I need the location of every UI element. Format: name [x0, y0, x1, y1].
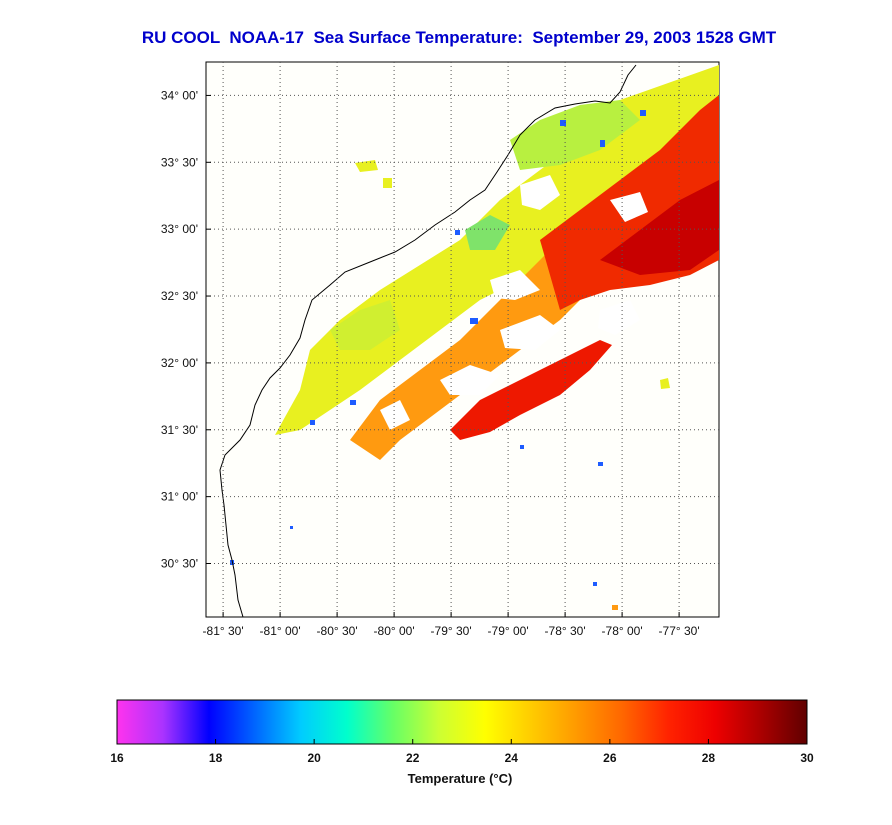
chart-title: RU COOL NOAA-17 Sea Surface Temperature:… [141, 28, 777, 47]
coastline [219, 64, 637, 618]
lon-tick-label: -81° 30' [203, 624, 244, 638]
lat-tick-label: 31° 00' [161, 490, 198, 504]
lat-tick-label: 32° 30' [161, 289, 198, 303]
lon-tick-label: -77° 30' [659, 624, 700, 638]
colorbar [116, 699, 808, 745]
lon-tick-label: -81° 00' [260, 624, 301, 638]
lat-tick-label: 31° 30' [161, 423, 198, 437]
lon-tick-label: -80° 00' [374, 624, 415, 638]
lon-tick-label: -79° 30' [431, 624, 472, 638]
lon-tick-label: -78° 00' [602, 624, 643, 638]
colorbar-tick-label: 26 [603, 751, 617, 765]
lon-tick-label: -79° 00' [488, 624, 529, 638]
lon-tick-label: -78° 30' [545, 624, 586, 638]
colorbar-tick-label: 16 [110, 751, 124, 765]
colorbar-tick-label: 28 [702, 751, 716, 765]
colorbar-tick-label: 20 [307, 751, 321, 765]
lat-tick-label: 33° 30' [161, 155, 198, 169]
lat-tick-label: 34° 00' [161, 88, 198, 102]
lon-tick-label: -80° 30' [317, 624, 358, 638]
sst-field [230, 65, 719, 610]
colorbar-tick-label: 24 [505, 751, 519, 765]
lat-tick-label: 30° 30' [161, 557, 198, 571]
lat-tick-label: 33° 00' [161, 222, 198, 236]
colorbar-label: Temperature (°C) [407, 771, 513, 786]
colorbar-tick-label: 22 [406, 751, 420, 765]
colorbar-tick-label: 30 [800, 751, 814, 765]
lat-tick-label: 32° 00' [161, 356, 198, 370]
colorbar-tick-label: 18 [209, 751, 223, 765]
